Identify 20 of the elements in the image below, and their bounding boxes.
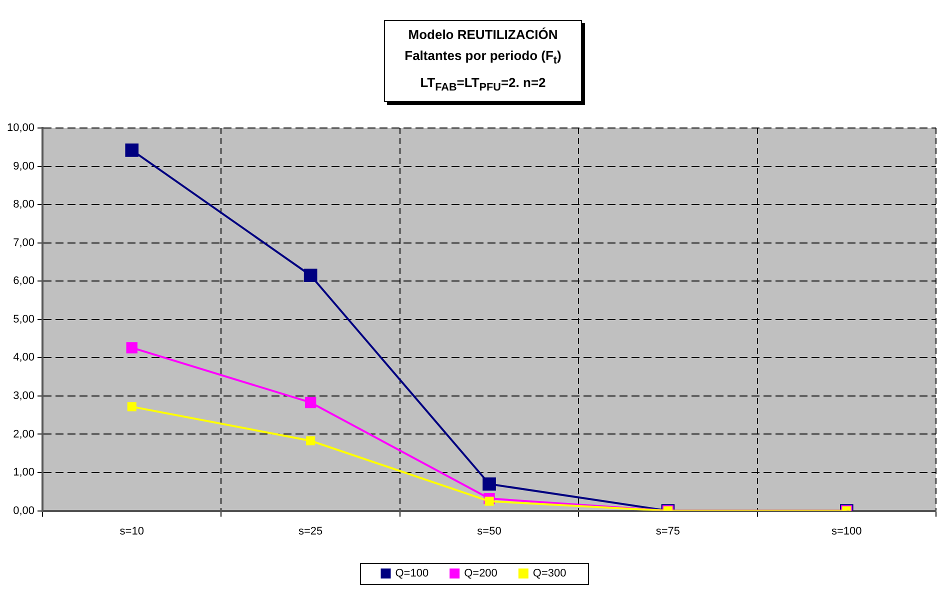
y-tick-label: 5,00	[13, 313, 35, 326]
y-tick-label: 1,00	[13, 466, 35, 479]
y-tick-label: 0,00	[13, 504, 35, 517]
chart-title: Modelo REUTILIZACIÓN Faltantes por periodo (F$_{t}$) LT$_{FAB}$=LT$_{PFU}$=2. n=2	[404, 27, 562, 94]
x-tick-label: s=100	[832, 525, 862, 538]
y-tick-label: 3,00	[13, 390, 35, 402]
legend-label: Q=300	[532, 568, 566, 580]
y-tick-label: 4,00	[13, 352, 35, 364]
legend-label: Q=100	[395, 568, 429, 580]
y-tick-label: 7,00	[13, 236, 35, 249]
legend-label: Q=200	[464, 568, 498, 580]
y-tick-label: 6,00	[13, 275, 35, 288]
x-tick-label: s=75	[656, 525, 680, 538]
y-tick-label: 2,00	[13, 428, 35, 440]
y-tick-label: 10,00	[6, 122, 35, 134]
y-tick-label: 9,00	[13, 160, 35, 172]
x-tick-label: s=25	[298, 525, 323, 538]
x-tick-label: s=10	[120, 525, 144, 538]
x-tick-label: s=50	[477, 525, 502, 538]
y-tick-label: 8,00	[13, 198, 35, 211]
